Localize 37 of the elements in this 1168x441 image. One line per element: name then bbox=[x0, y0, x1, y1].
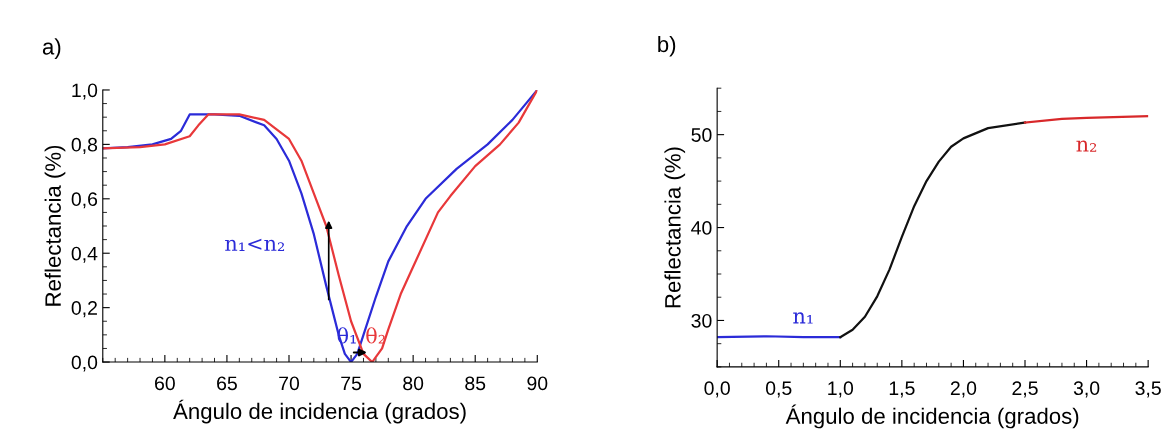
x-tick-label: 85 bbox=[465, 376, 486, 391]
x-tick-label: 75 bbox=[341, 376, 362, 391]
x-tick-label: 3,5 bbox=[1135, 381, 1161, 398]
line-series bbox=[839, 121, 1027, 339]
x-tick-label: 60 bbox=[155, 376, 175, 391]
x-tick-label: 1,0 bbox=[828, 381, 854, 398]
y-tick-label: 40 bbox=[691, 221, 712, 235]
y-tick-label: 1,0 bbox=[72, 83, 98, 100]
y-axis-title: Reflectancia (%) bbox=[44, 145, 66, 306]
x-tick-label: 0,5 bbox=[765, 381, 792, 398]
series-label: n₁ bbox=[793, 312, 813, 324]
x-tick-label: 1,5 bbox=[889, 381, 915, 398]
y-tick-label: 50 bbox=[691, 128, 712, 142]
y-tick-label: 0,4 bbox=[71, 246, 98, 263]
annotation: θ₂ bbox=[366, 327, 385, 344]
x-tick-label: 90 bbox=[527, 376, 548, 391]
series-label: n₂ bbox=[1076, 140, 1097, 152]
x-tick-label: 2,0 bbox=[950, 381, 977, 398]
y-tick-label: 0,6 bbox=[71, 192, 98, 209]
x-tick-label: 2,5 bbox=[1012, 381, 1038, 398]
x-tick-label: 80 bbox=[403, 376, 424, 391]
y-tick-label: 0,0 bbox=[71, 355, 98, 372]
line-series bbox=[102, 89, 538, 363]
x-axis-title: Ángulo de incidencia (grados) bbox=[173, 399, 466, 424]
x-tick-label: 0,0 bbox=[704, 381, 730, 398]
x-axis-title: Ángulo de incidencia (grados) bbox=[785, 404, 1079, 429]
x-tick-label: 3,0 bbox=[1073, 381, 1100, 398]
line-series bbox=[1023, 114, 1149, 124]
y-tick-label: 0,8 bbox=[71, 137, 98, 154]
y-tick-label: 30 bbox=[691, 313, 712, 328]
y-axis-title: Reflectancia (%) bbox=[664, 147, 686, 308]
annotation: n₁<n₂ bbox=[225, 238, 285, 251]
x-tick-label: 70 bbox=[279, 376, 300, 391]
chart-title: b) bbox=[658, 35, 676, 57]
y-tick-label: 0,2 bbox=[71, 301, 97, 318]
chart-title: a) bbox=[42, 38, 61, 60]
x-tick-label: 65 bbox=[217, 376, 237, 391]
